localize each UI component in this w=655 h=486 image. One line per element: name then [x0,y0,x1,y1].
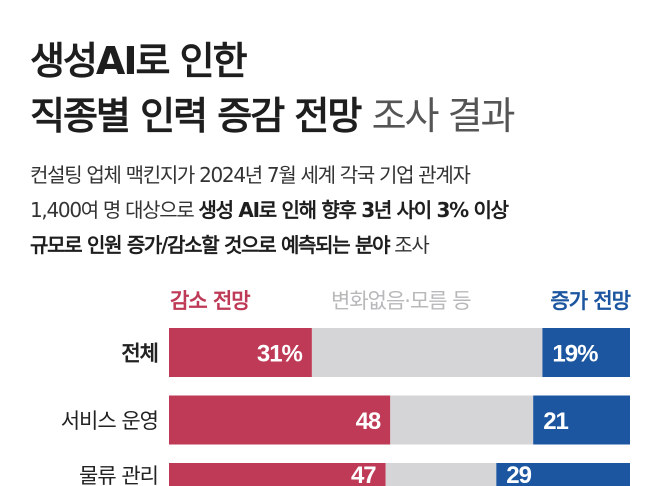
chart-title-line2: 직종별 인력 증감 전망 조사 결과 [30,93,516,139]
chart-title-line1: 생성AI로 인한 [30,39,248,83]
category-label: 물류 관리 [79,464,158,486]
category-label: 서비스 운영 [61,409,158,433]
data-label: 31% [257,341,303,368]
bar-increase [542,328,630,377]
legend-increase: 증가 전망 [550,289,631,313]
subtitle-emphasis: 규모로 인원 증가/감소할 것으로 예측되는 분야 [30,233,391,257]
bar-decrease [169,463,386,486]
title-bold: 직종별 인력 증감 전망 [30,94,362,138]
subtitle-text: 조사 [394,233,430,257]
legend-neutral: 변화없음·모름 등 [331,289,472,313]
bar-increase [496,463,630,486]
data-label: 21 [543,408,568,435]
subtitle-text: 1,400여 명 대상으로 [30,198,195,222]
bar-decrease [169,328,312,377]
bar-neutral [390,395,534,445]
category-label: 전체 [121,342,158,366]
legend-decrease: 감소 전망 [170,289,251,313]
subtitle-emphasis: 생성 AI로 인해 향후 3년 사이 3% 이상 [198,198,509,222]
data-label: 19% [552,341,598,368]
bar-decrease [169,395,391,445]
bar-neutral [385,463,497,486]
title-light: 조사 결과 [371,94,516,138]
data-label: 48 [356,408,381,435]
subtitle-line1: 컨설팅 업체 맥킨지가 2024년 7월 세계 각국 기업 관계자 [30,163,471,187]
data-label: 47 [351,462,376,486]
data-label: 29 [506,462,531,486]
chart-subtitle: 컨설팅 업체 맥킨지가 2024년 7월 세계 각국 기업 관계자 1,400여… [30,158,650,263]
bar-neutral [311,328,543,377]
subtitle-line2: 1,400여 명 대상으로 생성 AI로 인해 향후 3년 사이 3% 이상 [30,193,650,228]
bar-increase [533,395,630,445]
subtitle-line3: 규모로 인원 증가/감소할 것으로 예측되는 분야 조사 [30,228,650,263]
